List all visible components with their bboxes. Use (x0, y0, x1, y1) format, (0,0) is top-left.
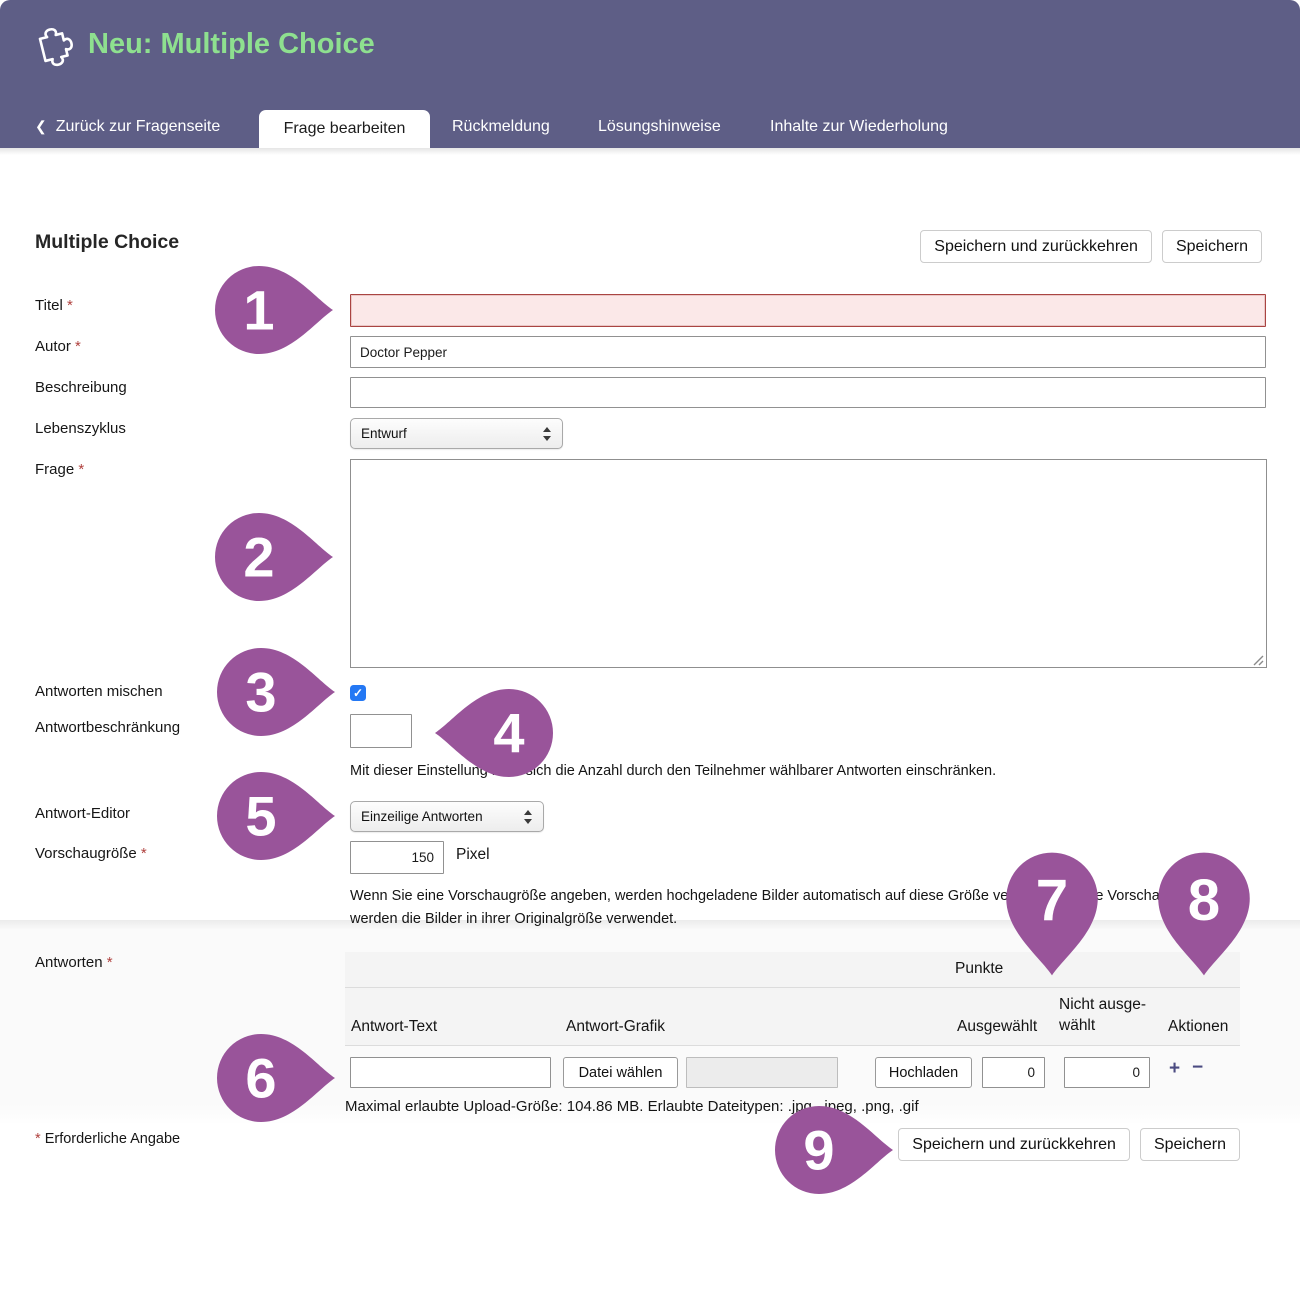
callout-pin-2: 2 (215, 513, 333, 601)
autor-input[interactable] (350, 336, 1266, 368)
svg-text:6: 6 (245, 1047, 276, 1110)
callout-pin-4: 4 (435, 689, 553, 777)
vorschaugroesse-input[interactable] (350, 841, 444, 874)
svg-text:3: 3 (245, 661, 276, 724)
file-name-field (686, 1057, 838, 1088)
tab-inhalte-wiederholung[interactable]: Inhalte zur Wiederholung (770, 118, 948, 135)
hochladen-button[interactable]: Hochladen (875, 1057, 972, 1088)
required-note: * Erforderliche Angabe (35, 1131, 181, 1147)
answers-table: Punkte Antwort-Text Antwort-Grafik Ausge… (345, 952, 1240, 1115)
header-shadow (0, 148, 1300, 155)
answers-table-points-header-row: Punkte (345, 952, 1240, 988)
puzzle-icon (38, 28, 73, 67)
chevron-left-icon: ❮ (35, 118, 47, 134)
col-aktionen: Aktionen (1168, 1018, 1229, 1035)
page-title: Neu: Multiple Choice (88, 28, 375, 60)
callout-pin-3: 3 (217, 648, 335, 736)
antwort-editor-label: Antwort-Editor (35, 805, 131, 822)
col-nicht-ausgewaehlt: Nicht ausge- wählt (1059, 996, 1147, 1034)
col-antwort-text: Antwort-Text (351, 1018, 438, 1035)
select-arrows-icon (543, 426, 551, 441)
add-answer-icon[interactable]: + (1169, 1058, 1181, 1079)
callout-pin-9: 9 (775, 1106, 893, 1194)
svg-text:8: 8 (1188, 868, 1220, 933)
remove-answer-icon[interactable]: − (1192, 1057, 1204, 1078)
bottom-action-buttons: Speichern und zurückkehren Speichern (898, 1128, 1240, 1161)
lebenszyklus-label: Lebenszyklus (35, 420, 126, 437)
vorschaugroesse-help-line1: Wenn Sie eine Vorschaugröße angeben, wer… (350, 888, 1206, 904)
beschreibung-label: Beschreibung (35, 379, 127, 396)
svg-text:2: 2 (243, 526, 274, 589)
antwort-editor-selected-value: Einzeilige Antworten (361, 809, 483, 824)
antworten-mischen-label: Antworten mischen (35, 683, 163, 700)
select-arrows-icon (524, 809, 532, 824)
svg-text:9: 9 (803, 1119, 834, 1182)
antwort-editor-select[interactable]: Einzeilige Antworten (350, 801, 544, 832)
punkte-ausgewaehlt-input[interactable] (982, 1057, 1045, 1088)
col-ausgewaehlt: Ausgewählt (957, 1018, 1038, 1035)
frage-textarea[interactable] (350, 459, 1267, 668)
datei-waehlen-button[interactable]: Datei wählen (563, 1057, 678, 1088)
titel-input[interactable] (350, 294, 1266, 327)
callout-pin-5: 5 (217, 772, 335, 860)
punkte-header: Punkte (955, 960, 1004, 977)
beschreibung-input[interactable] (350, 377, 1266, 408)
antwortbeschraenkung-input[interactable] (350, 714, 412, 748)
required-asterisk: * (66, 297, 73, 314)
antwortbeschraenkung-label: Antwortbeschränkung (35, 719, 181, 736)
save-button-bottom[interactable]: Speichern (1139, 1128, 1240, 1161)
svg-text:1: 1 (243, 279, 274, 342)
callout-pin-7: 7 (1006, 852, 1098, 976)
app-header: Neu: Multiple Choice ❮ Zurück zur Fragens… (0, 0, 1300, 148)
answers-table-column-header-row: Antwort-Text Antwort-Grafik Ausgewählt N… (345, 988, 1240, 1046)
tab-loesungshinweise[interactable]: Lösungshinweise (598, 118, 721, 135)
antwort-text-input[interactable] (350, 1057, 551, 1088)
back-to-question-page-link[interactable]: ❮ Zurück zur Fragenseite (35, 118, 220, 136)
required-asterisk: * (106, 954, 113, 971)
col-antwort-grafik: Antwort-Grafik (566, 1018, 666, 1035)
required-asterisk: * (35, 1131, 41, 1147)
autor-label: Autor * (35, 338, 81, 355)
save-and-return-button-top[interactable]: Speichern und zurückkehren (920, 230, 1152, 263)
required-asterisk: * (78, 461, 85, 478)
tab-frage-bearbeiten[interactable]: Frage bearbeiten (259, 110, 430, 148)
upload-note: Maximal erlaubte Upload-Größe: 104.86 MB… (345, 1098, 919, 1115)
required-asterisk: * (140, 845, 147, 862)
save-and-return-button-bottom[interactable]: Speichern und zurückkehren (898, 1128, 1130, 1161)
antworten-label: Antworten * (35, 954, 113, 971)
callout-pin-6: 6 (217, 1034, 335, 1122)
antworten-mischen-checkbox[interactable]: ✓ (350, 685, 366, 701)
back-link-label: Zurück zur Fragenseite (55, 118, 221, 135)
punkte-nicht-ausgewaehlt-input[interactable] (1064, 1057, 1150, 1088)
callout-pin-1: 1 (215, 266, 333, 354)
form-heading: Multiple Choice (35, 231, 180, 253)
answer-row: Datei wählen Hochladen + − (345, 1046, 1240, 1094)
svg-text:5: 5 (245, 785, 276, 848)
pixel-unit-label: Pixel (456, 846, 490, 863)
vorschaugroesse-label: Vorschaugröße * (35, 845, 147, 862)
lebenszyklus-select[interactable]: Entwurf (350, 418, 563, 449)
svg-text:7: 7 (1036, 868, 1068, 933)
tab-rueckmeldung[interactable]: Rückmeldung (452, 118, 550, 135)
lebenszyklus-selected-value: Entwurf (361, 426, 407, 441)
titel-label: Titel * (35, 297, 73, 314)
save-button-top[interactable]: Speichern (1161, 230, 1262, 263)
checkmark-icon: ✓ (352, 686, 364, 700)
svg-text:4: 4 (493, 702, 524, 765)
vorschaugroesse-help-line2: werden die Bilder in ihrer Originalgröße… (350, 911, 678, 927)
callout-pin-8: 8 (1158, 852, 1250, 976)
top-action-buttons: Speichern und zurückkehren Speichern (920, 230, 1262, 263)
required-asterisk: * (75, 338, 81, 355)
frage-label: Frage * (35, 461, 85, 478)
